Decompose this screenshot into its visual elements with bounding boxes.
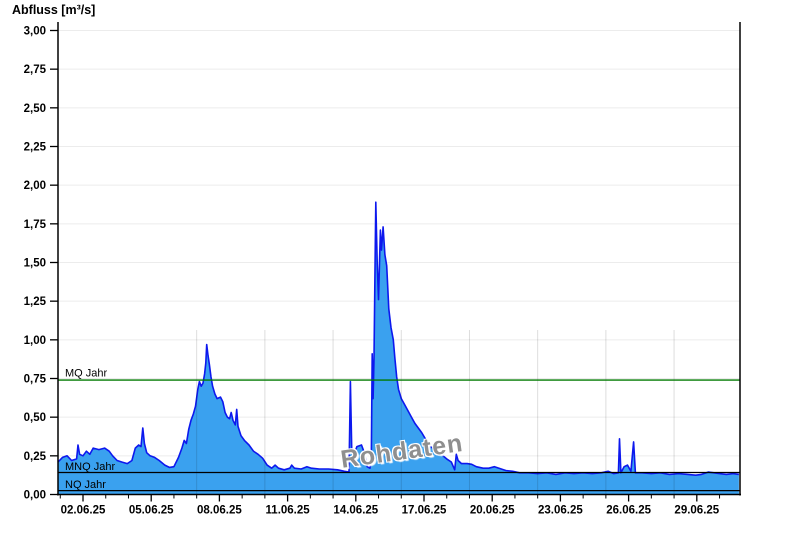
y-tick-label: 1,50 xyxy=(24,258,46,270)
y-tick-label: 2,50 xyxy=(24,103,46,115)
y-tick-label: 0,50 xyxy=(24,412,46,424)
y-tick-label: 2,75 xyxy=(24,64,47,76)
series-line xyxy=(57,201,740,476)
x-tick-label: 29.06.25 xyxy=(674,505,719,517)
x-tick-label: 08.06.25 xyxy=(197,505,242,517)
x-tick-label: 17.06.25 xyxy=(402,505,447,517)
y-tick-label: 0,75 xyxy=(24,374,47,386)
reference-label-mnq: MNQ Jahr xyxy=(65,461,115,473)
y-tick-label: 0,25 xyxy=(24,451,47,463)
x-tick-label: 14.06.25 xyxy=(333,505,378,517)
x-tick-label: 23.06.25 xyxy=(538,505,583,517)
x-tick-label: 02.06.25 xyxy=(61,505,106,517)
y-tick-label: 1,75 xyxy=(24,219,47,231)
y-tick-label: 2,00 xyxy=(24,180,46,192)
y-tick-label: 1,25 xyxy=(24,296,47,308)
y-tick-label: 0,00 xyxy=(24,490,46,502)
reference-label-mq: MQ Jahr xyxy=(65,368,108,380)
x-tick-label: 05.06.25 xyxy=(129,505,174,517)
reference-label-nq: NQ Jahr xyxy=(65,479,106,491)
chart-title: Abfluss [m³/s] xyxy=(12,3,96,17)
y-tick-label: 2,25 xyxy=(24,142,47,154)
series-area-fill xyxy=(58,202,739,495)
y-tick-label: 1,00 xyxy=(24,335,46,347)
y-tick-label: 3,00 xyxy=(24,26,46,38)
x-tick-label: 11.06.25 xyxy=(266,505,311,517)
x-tick-label: 26.06.25 xyxy=(606,505,651,517)
x-tick-label: 20.06.25 xyxy=(470,505,515,517)
